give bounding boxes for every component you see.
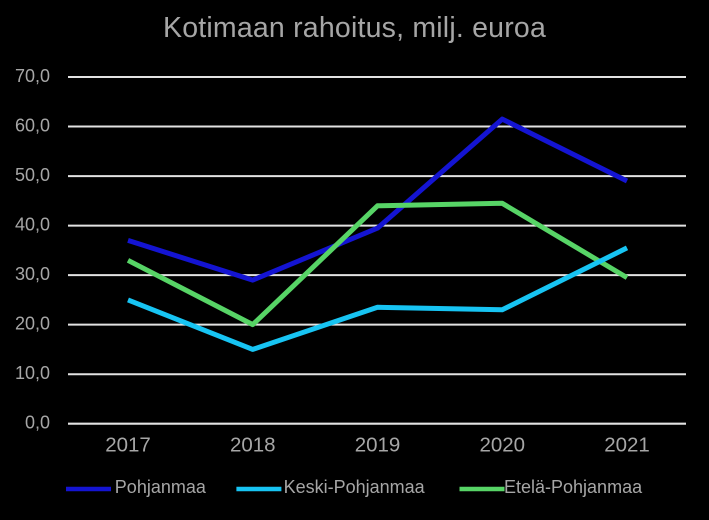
svg-text:2021: 2021 <box>604 434 650 457</box>
svg-text:70,0: 70,0 <box>15 66 50 86</box>
svg-text:60,0: 60,0 <box>15 116 50 136</box>
svg-text:30,0: 30,0 <box>15 264 50 284</box>
svg-text:Pohjanmaa: Pohjanmaa <box>115 477 207 497</box>
svg-text:50,0: 50,0 <box>15 165 50 185</box>
svg-text:10,0: 10,0 <box>15 363 50 383</box>
svg-text:40,0: 40,0 <box>15 215 50 235</box>
svg-text:2019: 2019 <box>355 434 401 457</box>
svg-text:2020: 2020 <box>479 434 525 457</box>
svg-text:Keski-Pohjanmaa: Keski-Pohjanmaa <box>284 477 426 497</box>
svg-text:2017: 2017 <box>105 434 151 457</box>
svg-text:2018: 2018 <box>230 434 276 457</box>
svg-text:20,0: 20,0 <box>15 314 50 334</box>
svg-text:Etelä-Pohjanmaa: Etelä-Pohjanmaa <box>504 477 643 497</box>
svg-text:0,0: 0,0 <box>25 413 50 433</box>
